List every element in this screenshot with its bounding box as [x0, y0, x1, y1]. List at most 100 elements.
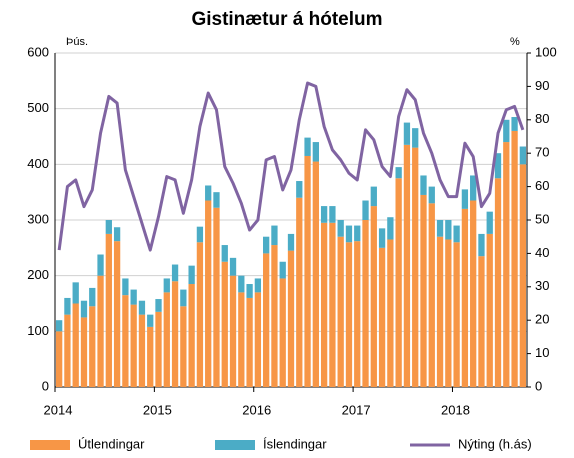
bar-segment: [370, 206, 377, 387]
y-tick-label: 600: [27, 44, 49, 59]
bar-segment: [89, 287, 96, 307]
y2-tick-label: 40: [535, 245, 549, 260]
bar-segment: [420, 194, 427, 387]
bar-segment: [221, 245, 228, 262]
y2-tick-label: 70: [535, 145, 549, 160]
bar-segment: [80, 317, 88, 387]
legend-label: Íslendingar: [263, 436, 327, 451]
bar-segment: [287, 233, 295, 251]
bar-segment: [138, 300, 146, 315]
bar-segment: [205, 185, 212, 201]
line: [57, 81, 525, 252]
bar-segment: [412, 128, 419, 148]
bar-segment: [122, 278, 129, 296]
bar-segment: [122, 295, 129, 387]
bar-segment: [403, 144, 411, 387]
bar-segment: [72, 282, 79, 304]
bar-segment: [271, 245, 278, 387]
x-tick-label: 2017: [342, 402, 371, 417]
bar-segment: [130, 304, 137, 387]
bar-segment: [494, 153, 502, 179]
bar-segment: [312, 142, 319, 162]
bar-segment: [130, 289, 137, 305]
bar-segment: [378, 247, 386, 387]
bar-segment: [229, 275, 237, 387]
bar-segment: [55, 331, 63, 387]
bar-segment: [370, 186, 377, 207]
bar-segment: [55, 320, 63, 332]
bar-segment: [354, 241, 361, 387]
bar-segment: [196, 226, 204, 243]
y-tick-label: 500: [27, 100, 49, 115]
bar-segment: [213, 207, 220, 387]
bar-segment: [246, 284, 253, 298]
x-tick-label: 2014: [44, 402, 73, 417]
bar-segment: [97, 254, 104, 276]
bar-segment: [320, 206, 328, 223]
y-tick-label: 300: [27, 211, 49, 226]
bar-segment: [395, 167, 402, 179]
bar-segment: [345, 225, 353, 243]
bar-segment: [163, 292, 170, 387]
bar-segment: [453, 242, 460, 387]
bar-segment: [188, 265, 195, 285]
y-axis-label: Þús.: [66, 36, 88, 48]
bar-segment: [188, 284, 195, 387]
bar-segment: [304, 137, 311, 156]
bar-segment: [287, 250, 295, 387]
bar-segment: [138, 314, 146, 387]
bar-segment: [279, 261, 286, 279]
bar-segment: [486, 233, 493, 387]
bar-segment: [89, 306, 96, 387]
y-tick-label: 100: [27, 323, 49, 338]
bar-segment: [213, 192, 220, 208]
bar-segment: [163, 278, 170, 293]
bar-segment: [271, 225, 278, 246]
bar-segment: [171, 281, 179, 387]
bar-segment: [478, 233, 485, 257]
bar-segment: [80, 300, 88, 318]
bar-segment: [345, 242, 353, 387]
bar-segment: [420, 175, 427, 195]
bar-segment: [387, 217, 394, 240]
bar-segment: [329, 206, 336, 223]
bar-segment: [478, 256, 485, 387]
bar-segment: [113, 227, 121, 242]
bar-segment: [238, 292, 245, 387]
bar-segment: [461, 208, 469, 387]
bar-segment: [254, 292, 262, 387]
bar-segment: [445, 220, 452, 240]
bar-segment: [229, 257, 237, 276]
bar-segment: [105, 220, 112, 234]
bar-segment: [329, 222, 336, 387]
bar-segment: [503, 119, 510, 143]
bar-segment: [171, 264, 179, 282]
bar-segment: [279, 278, 286, 387]
bar-segment: [64, 314, 71, 387]
y-tick-label: 200: [27, 267, 49, 282]
bar-segment: [205, 200, 212, 387]
bar-segment: [403, 122, 411, 145]
x-tick-label: 2016: [242, 402, 271, 417]
y2-tick-label: 50: [535, 211, 549, 226]
y-tick-label: 400: [27, 156, 49, 171]
bar-segment: [486, 211, 493, 234]
bar-segment: [519, 164, 527, 387]
bar-segment: [470, 200, 477, 387]
bar-segment: [445, 239, 452, 387]
bar-segment: [461, 189, 469, 209]
bar-segment: [254, 278, 262, 293]
bar-segment: [263, 236, 270, 254]
bar-segment: [428, 186, 435, 204]
bar-segment: [428, 203, 435, 387]
y2-tick-label: 90: [535, 78, 549, 93]
y2-tick-label: 30: [535, 278, 549, 293]
y2-tick-label: 10: [535, 345, 549, 360]
bar-segment: [155, 311, 162, 387]
bar-segment: [304, 155, 311, 387]
legend-swatch: [215, 440, 255, 450]
bar-segment: [296, 181, 303, 198]
bar-segment: [362, 200, 369, 220]
bar-segment: [337, 236, 344, 387]
